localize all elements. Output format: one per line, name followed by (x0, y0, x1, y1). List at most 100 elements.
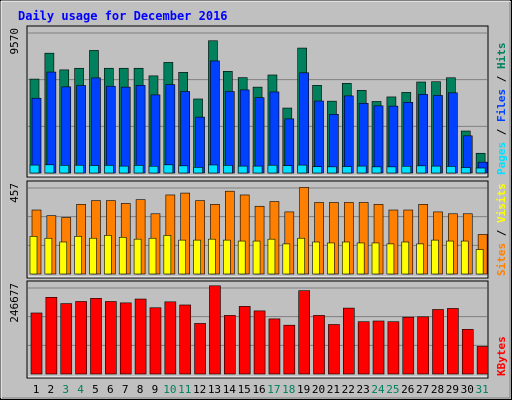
bar-pages-day-15 (237, 165, 248, 174)
x-tick-label: 21 (327, 383, 340, 396)
bar-visits-day-17 (267, 238, 276, 275)
x-tick-label: 7 (122, 383, 129, 396)
x-tick-label: 2 (48, 383, 55, 396)
bar-pages-day-31 (475, 167, 486, 174)
bar-files-day-3 (61, 86, 72, 174)
bar-files-day-4 (76, 85, 86, 174)
bar-kbytes-day-20 (313, 315, 325, 375)
bar-pages-day-8 (133, 165, 144, 174)
bar-visits-day-21 (327, 242, 335, 275)
bar-files-day-20 (314, 100, 324, 174)
bar-kbytes-day-8 (134, 298, 147, 375)
bar-pages-day-18 (282, 165, 293, 174)
bar-visits-day-9 (148, 237, 157, 275)
bar-kbytes-day-25 (387, 321, 400, 375)
panel-bottom: 246677 KBytes (8, 280, 508, 379)
bar-kbytes-day-26 (402, 316, 415, 375)
bar-pages-day-9 (148, 165, 159, 174)
bar-files-day-7 (120, 86, 131, 174)
bar-pages-day-19 (297, 164, 307, 174)
bar-visits-day-31 (475, 249, 484, 275)
bar-kbytes-day-24 (372, 320, 385, 375)
bar-kbytes-day-19 (298, 290, 310, 375)
bar-pages-day-21 (327, 166, 337, 174)
bar-files-day-22 (343, 95, 354, 174)
bar-files-day-16 (254, 97, 265, 174)
bar-kbytes-day-9 (149, 307, 162, 375)
bar-pages-day-1 (29, 164, 40, 174)
bar-pages-day-10 (163, 164, 174, 174)
bar-visits-day-5 (89, 237, 97, 275)
bar-visits-day-16 (252, 240, 261, 275)
x-tick-label: 20 (312, 383, 325, 396)
bar-visits-day-19 (297, 237, 305, 275)
x-tick-label: 5 (92, 383, 99, 396)
bar-visits-day-27 (416, 243, 424, 275)
bar-pages-day-13 (208, 164, 218, 174)
bar-visits-day-11 (178, 239, 187, 275)
bar-pages-day-20 (312, 166, 322, 174)
bar-kbytes-day-16 (253, 310, 266, 375)
x-tick-label: 25 (386, 383, 399, 396)
bar-kbytes-day-18 (283, 324, 296, 375)
bar-kbytes-day-6 (105, 301, 117, 375)
bar-files-day-11 (180, 91, 191, 174)
bar-pages-day-30 (460, 167, 471, 174)
legend-item-visits: Visits (495, 183, 508, 223)
bar-visits-day-22 (341, 241, 350, 275)
bar-pages-day-3 (59, 165, 70, 174)
bar-files-day-23 (358, 103, 369, 174)
bar-visits-day-15 (237, 240, 246, 275)
bar-pages-day-27 (416, 165, 426, 174)
bar-visits-day-7 (118, 237, 127, 275)
bar-files-day-13 (210, 60, 220, 174)
bar-visits-day-25 (386, 243, 395, 275)
bar-pages-day-25 (386, 166, 397, 174)
x-tick-label: 16 (252, 383, 265, 396)
bar-visits-day-12 (193, 239, 201, 275)
x-tick-label: 4 (77, 383, 84, 396)
bar-kbytes-day-13 (209, 285, 221, 375)
bar-files-day-27 (418, 94, 428, 174)
bar-visits-day-10 (163, 235, 172, 275)
x-tick-label: 27 (416, 383, 429, 396)
x-tick-label: 23 (357, 383, 370, 396)
x-tick-label: 8 (137, 383, 144, 396)
x-tick-label: 15 (238, 383, 251, 396)
bar-kbytes-day-1 (30, 312, 43, 375)
bar-pages-day-2 (44, 164, 55, 174)
bar-pages-day-5 (89, 165, 99, 174)
x-tick-label: 9 (152, 383, 159, 396)
bar-files-day-26 (403, 102, 414, 174)
bar-pages-day-29 (446, 166, 456, 174)
x-tick-label: 19 (297, 383, 310, 396)
x-tick-label: 3 (62, 383, 69, 396)
bar-kbytes-day-14 (224, 315, 236, 375)
bar-kbytes-day-21 (328, 324, 340, 375)
bar-files-day-28 (433, 95, 443, 174)
bar-pages-day-14 (223, 165, 233, 174)
x-tick-label: 31 (476, 383, 489, 396)
x-tick-label: 6 (107, 383, 114, 396)
x-tick-label: 18 (282, 383, 295, 396)
legend-item-kbytes: KBytes (495, 336, 508, 376)
bar-kbytes-day-5 (90, 298, 102, 375)
bar-visits-day-23 (356, 242, 365, 275)
bar-pages-day-12 (193, 167, 203, 174)
x-tick-label: 13 (208, 383, 221, 396)
bar-kbytes-day-12 (194, 323, 206, 375)
bar-visits-day-4 (74, 236, 82, 275)
bar-files-day-1 (31, 97, 42, 174)
legend-separator: / (495, 223, 508, 243)
x-tick-label: 28 (431, 383, 444, 396)
chart-title: Daily usage for December 2016 (18, 9, 228, 23)
bar-pages-day-28 (431, 165, 441, 174)
bar-kbytes-day-4 (75, 301, 87, 375)
bar-visits-day-2 (44, 237, 53, 275)
x-tick-label: 11 (178, 383, 191, 396)
panel-top: 9570 Pages / Files / Hits (8, 25, 508, 178)
x-axis-day-labels: 1 2 3 4 5 6 7 8 9 10 11 12 13 14 15 16 17 18 19 20 21 22 23 24 2… (33, 383, 489, 396)
bar-pages-day-6 (104, 165, 114, 174)
bar-visits-day-26 (401, 241, 410, 275)
panel-bottom-legend: KBytes (495, 336, 508, 376)
